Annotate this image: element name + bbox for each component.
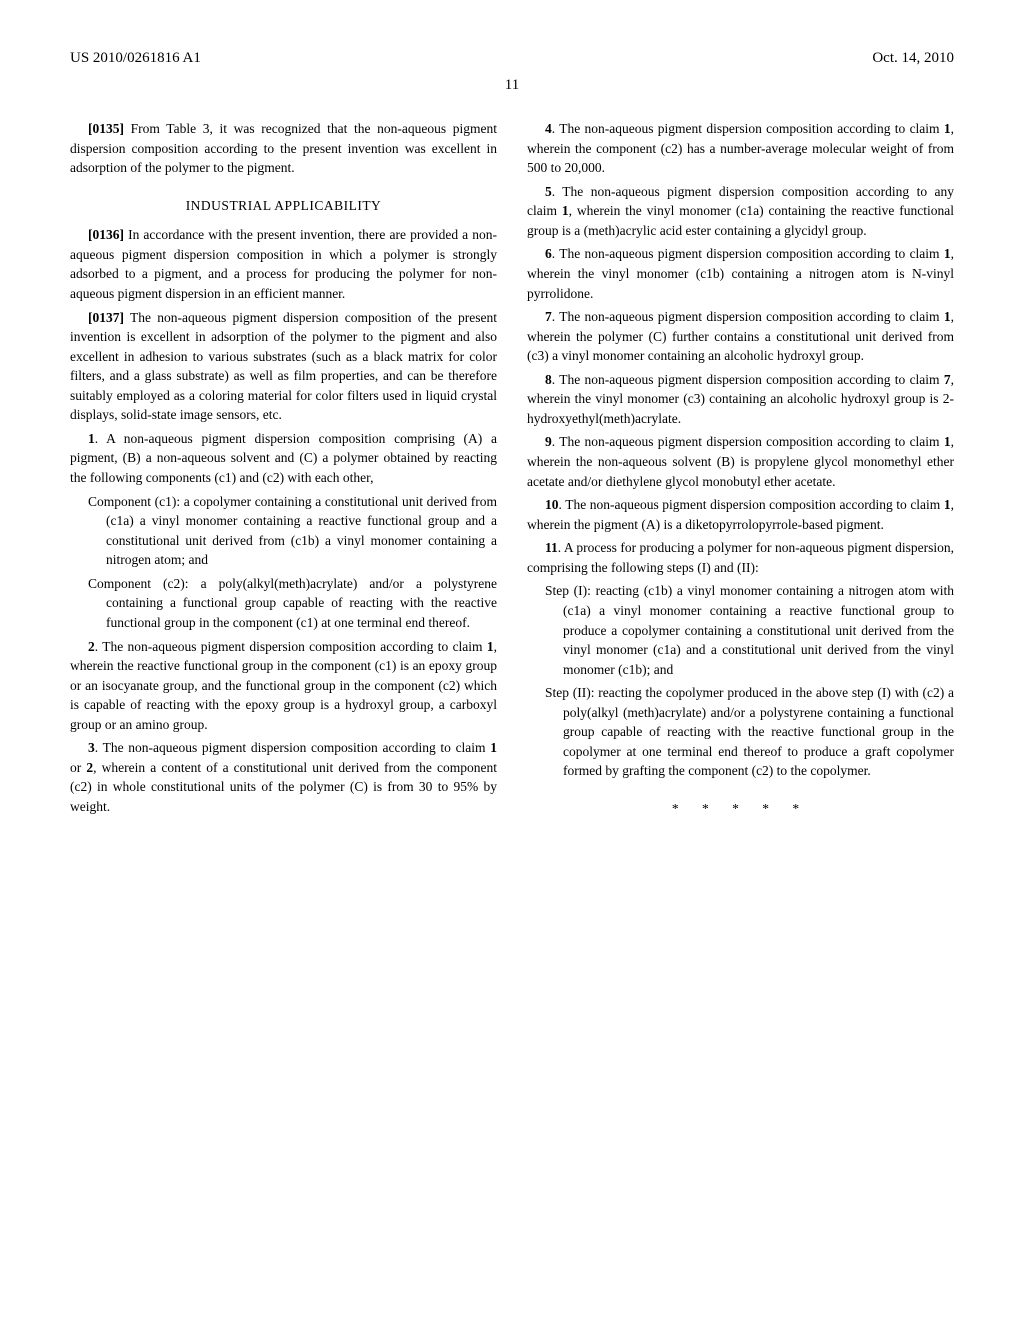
claim-text: . The non-aqueous pigment dispersion com… (95, 639, 487, 654)
claim-ref: 1 (944, 497, 951, 512)
claim-text: . The non-aqueous pigment dispersion com… (552, 246, 944, 261)
page-number: 11 (70, 77, 954, 94)
paragraph-0135: [0135] From Table 3, it was recognized t… (70, 119, 497, 178)
claim-8: 8. The non-aqueous pigment dispersion co… (527, 370, 954, 429)
claim-ref: 1 (944, 309, 951, 324)
claim-ref: 1 (487, 639, 494, 654)
claim-text: , wherein the vinyl monomer (c1a) contai… (527, 203, 954, 238)
para-num: [0135] (88, 121, 124, 136)
page-header: US 2010/0261816 A1 Oct. 14, 2010 (70, 50, 954, 67)
right-column: 4. The non-aqueous pigment dispersion co… (527, 119, 954, 821)
claim-number: 8 (545, 372, 552, 387)
claim-10: 10. The non-aqueous pigment dispersion c… (527, 495, 954, 534)
left-column: [0135] From Table 3, it was recognized t… (70, 119, 497, 821)
claim-text: . The non-aqueous pigment dispersion com… (552, 434, 944, 449)
claim-text: . The non-aqueous pigment dispersion com… (559, 497, 944, 512)
claim-text: . The non-aqueous pigment dispersion com… (95, 740, 491, 755)
claim-number: 2 (88, 639, 95, 654)
claim-5: 5. The non-aqueous pigment dispersion co… (527, 182, 954, 241)
claim-number: 10 (545, 497, 559, 512)
claim-1-sub1: Component (c1): a copolymer containing a… (70, 492, 497, 570)
claim-2: 2. The non-aqueous pigment dispersion co… (70, 637, 497, 735)
claim-6: 6. The non-aqueous pigment dispersion co… (527, 244, 954, 303)
para-text: From Table 3, it was recognized that the… (70, 121, 497, 175)
claim-text: , wherein a content of a constitutional … (70, 760, 497, 814)
claim-text: . A process for producing a polymer for … (527, 540, 954, 575)
publication-date: Oct. 14, 2010 (872, 50, 954, 67)
paragraph-0136: [0136] In accordance with the present in… (70, 225, 497, 303)
claim-number: 1 (88, 431, 95, 446)
publication-number: US 2010/0261816 A1 (70, 50, 201, 67)
claim-11-sub1: Step (I): reacting (c1b) a vinyl monomer… (527, 581, 954, 679)
para-num: [0137] (88, 310, 124, 325)
claim-1-sub2: Component (c2): a poly(alkyl(meth)acryla… (70, 574, 497, 633)
para-num: [0136] (88, 227, 124, 242)
claim-text: . The non-aqueous pigment dispersion com… (552, 121, 944, 136)
claim-11-sub2: Step (II): reacting the copolymer produc… (527, 683, 954, 781)
paragraph-0137: [0137] The non-aqueous pigment dispersio… (70, 308, 497, 425)
claim-number: 11 (545, 540, 558, 555)
claim-ref: 1 (944, 121, 951, 136)
section-heading-industrial: INDUSTRIAL APPLICABILITY (70, 196, 497, 216)
claim-text: or (70, 760, 86, 775)
claim-number: 4 (545, 121, 552, 136)
claim-1: 1. A non-aqueous pigment dispersion comp… (70, 429, 497, 488)
two-column-layout: [0135] From Table 3, it was recognized t… (70, 119, 954, 821)
claim-number: 7 (545, 309, 552, 324)
claim-7: 7. The non-aqueous pigment dispersion co… (527, 307, 954, 366)
claim-ref: 1 (944, 246, 951, 261)
claim-text: . A non-aqueous pigment dispersion compo… (70, 431, 497, 485)
para-text: The non-aqueous pigment dispersion compo… (70, 310, 497, 423)
claim-number: 3 (88, 740, 95, 755)
claim-4: 4. The non-aqueous pigment dispersion co… (527, 119, 954, 178)
claim-ref: 1 (490, 740, 497, 755)
para-text: In accordance with the present invention… (70, 227, 497, 301)
claim-number: 9 (545, 434, 552, 449)
end-marker: * * * * * (527, 799, 954, 819)
claim-text: . The non-aqueous pigment dispersion com… (552, 309, 944, 324)
claim-ref: 1 (562, 203, 569, 218)
claim-ref: 1 (944, 434, 951, 449)
claim-3: 3. The non-aqueous pigment dispersion co… (70, 738, 497, 816)
claim-11: 11. A process for producing a polymer fo… (527, 538, 954, 577)
claim-text: . The non-aqueous pigment dispersion com… (552, 372, 944, 387)
claim-ref: 7 (944, 372, 951, 387)
claim-number: 5 (545, 184, 552, 199)
claim-9: 9. The non-aqueous pigment dispersion co… (527, 432, 954, 491)
claim-number: 6 (545, 246, 552, 261)
patent-page: US 2010/0261816 A1 Oct. 14, 2010 11 [013… (0, 0, 1024, 871)
